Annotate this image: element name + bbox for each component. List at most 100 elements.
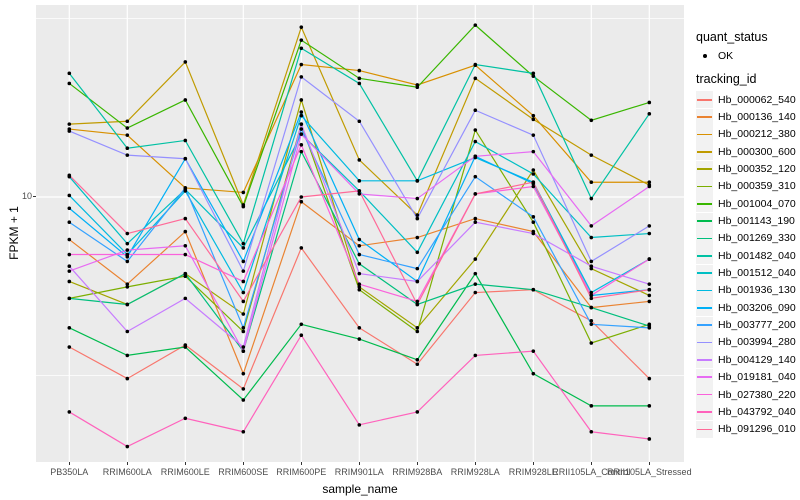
legend-line-icon <box>697 324 712 327</box>
point-marker <box>647 299 652 304</box>
legend-item-label: Hb_001936_130 <box>718 284 796 297</box>
line-chart-canvas <box>36 5 684 462</box>
point-marker <box>589 296 594 301</box>
point-marker <box>299 333 304 338</box>
point-marker <box>241 345 246 349</box>
legend-key-swatch <box>696 264 713 282</box>
point-marker <box>183 416 188 421</box>
point-marker <box>589 293 594 298</box>
point-marker <box>241 241 246 246</box>
point-marker <box>531 220 536 224</box>
legend-item-Hb_000352_120: Hb_000352_120 <box>696 160 796 178</box>
legend-key-swatch <box>696 91 713 109</box>
point-marker <box>299 195 304 199</box>
point-marker <box>125 302 130 307</box>
point-marker <box>67 345 72 349</box>
point-marker <box>415 213 420 217</box>
point-marker <box>241 387 246 391</box>
point-marker <box>125 282 130 286</box>
legend-line-icon <box>697 133 712 136</box>
point-marker <box>531 172 536 176</box>
x-tick-mark <box>417 462 419 465</box>
point-marker <box>67 206 72 211</box>
plot-panel <box>36 5 684 462</box>
point-marker <box>415 279 420 284</box>
legend-line-icon <box>697 289 712 292</box>
point-marker <box>299 122 304 126</box>
point-marker <box>299 132 304 136</box>
legend-item-Hb_001482_040: Hb_001482_040 <box>696 247 796 265</box>
point-marker <box>647 293 652 298</box>
point-marker <box>67 71 72 76</box>
point-marker <box>241 190 246 195</box>
legend-line-icon <box>697 203 712 205</box>
point-marker <box>67 252 72 257</box>
legend-key-swatch <box>696 125 713 143</box>
point-marker <box>125 252 130 257</box>
point-marker <box>531 117 536 122</box>
point-marker <box>299 199 304 204</box>
legend-item-label: Hb_027380_220 <box>718 388 796 401</box>
legend-key-swatch <box>696 420 713 438</box>
legend-item-label: Hb_000352_120 <box>718 163 796 176</box>
point-marker <box>473 216 478 221</box>
legend-line-icon <box>697 185 712 188</box>
point-marker <box>125 241 130 246</box>
point-marker <box>473 220 478 224</box>
point-marker <box>647 376 652 381</box>
point-marker <box>67 237 72 242</box>
point-marker <box>647 404 652 408</box>
point-marker <box>473 139 478 144</box>
point-marker <box>473 23 478 27</box>
legend-item-label: Hb_001482_040 <box>718 249 796 262</box>
legend-item-Hb_000212_380: Hb_000212_380 <box>696 125 796 143</box>
legend-line-icon <box>697 307 712 309</box>
point-marker <box>241 312 246 316</box>
point-marker <box>125 444 130 449</box>
point-marker <box>67 296 72 301</box>
point-marker <box>647 437 652 441</box>
x-tick-mark <box>649 462 651 465</box>
legend-item-label: Hb_001143_190 <box>718 215 795 228</box>
legend-key-swatch <box>696 177 713 195</box>
point-marker <box>531 113 536 118</box>
legend-item-Hb_000062_540: Hb_000062_540 <box>696 91 796 109</box>
point-marker <box>415 235 420 240</box>
point-marker <box>299 110 304 114</box>
legend-key-swatch <box>696 160 713 178</box>
point-marker <box>299 38 304 42</box>
legend-item-Hb_019181_040: Hb_019181_040 <box>696 368 796 386</box>
legend-key-swatch <box>696 195 713 213</box>
point-marker <box>647 184 652 189</box>
point-marker <box>473 128 478 132</box>
point-marker <box>415 216 420 221</box>
point-marker <box>357 285 362 289</box>
legend-line-icon <box>697 341 712 344</box>
legend-item-ok: OK <box>696 47 733 64</box>
point-marker <box>473 290 478 295</box>
legend-line-icon <box>697 237 712 240</box>
y-axis-title: FPKM + 1 <box>7 206 21 260</box>
point-marker <box>67 326 72 330</box>
point-marker <box>473 271 478 276</box>
point-marker <box>357 68 362 73</box>
point-marker <box>531 149 536 154</box>
point-marker <box>589 319 594 323</box>
point-marker <box>183 229 188 234</box>
legend-item-label: Hb_091296_010 <box>718 423 796 436</box>
point-marker <box>299 98 304 102</box>
point-marker <box>357 337 362 341</box>
y-tick-label: 10 <box>21 191 32 201</box>
legend-line-icon <box>697 272 712 274</box>
point-marker <box>241 326 246 330</box>
point-marker <box>183 296 188 301</box>
legend-item-label: Hb_000300_600 <box>718 145 796 158</box>
x-tick-label: PB350LA <box>50 467 89 477</box>
legend-line-icon <box>697 255 712 257</box>
legend-item-label: Hb_001269_330 <box>718 232 796 245</box>
legend-item-Hb_043792_040: Hb_043792_040 <box>696 403 796 421</box>
x-tick-mark <box>243 462 245 465</box>
ok-label: OK <box>718 49 734 62</box>
x-tick-label: RRIM600LE <box>160 467 210 477</box>
legend-item-label: Hb_019181_040 <box>718 371 796 384</box>
